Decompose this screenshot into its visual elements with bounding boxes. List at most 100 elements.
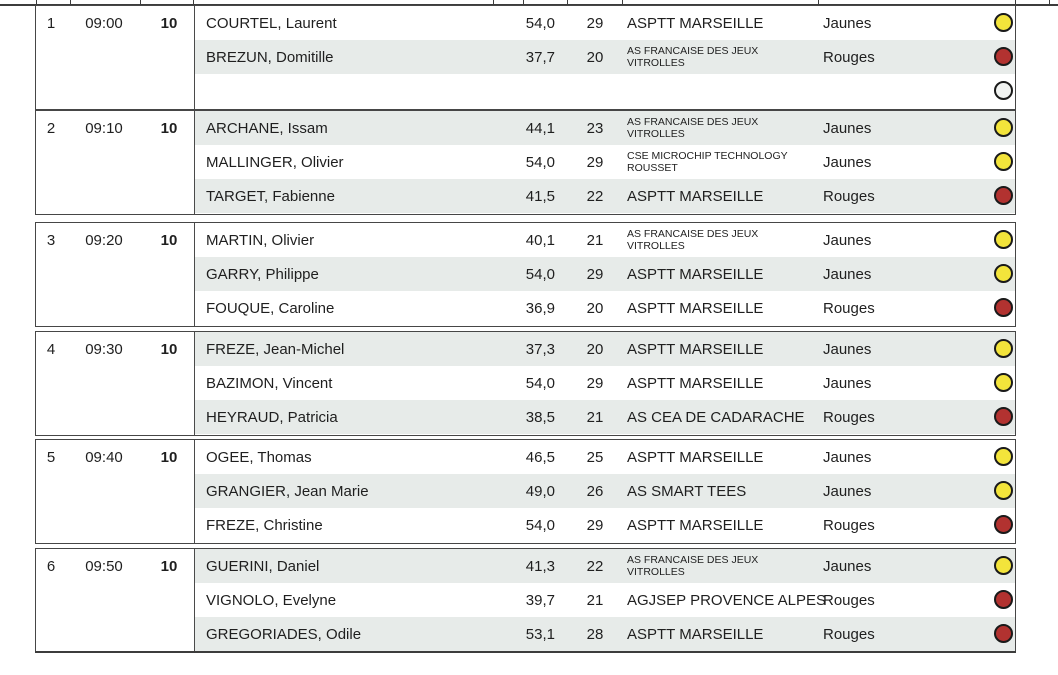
player-name: MARTIN, Olivier xyxy=(206,231,315,249)
player-name: HEYRAUD, Patricia xyxy=(206,408,338,426)
player-playing-hcp: 20 xyxy=(586,48,604,66)
player-club: ASPTT MARSEILLE xyxy=(627,265,764,283)
player-name: FOUQUE, Caroline xyxy=(206,299,335,317)
player-club: AS CEA DE CADARACHE xyxy=(627,408,805,426)
player-club: AS FRANCAISE DES JEUX VITROLLES xyxy=(627,228,759,252)
tee-ball-icon xyxy=(994,81,1013,100)
player-tee-color: Rouges xyxy=(823,625,875,643)
header-column-tick xyxy=(193,0,194,5)
player-row: OGEE, Thomas 46,5 25 ASPTT MARSEILLE Jau… xyxy=(195,440,1015,474)
group-number: 1 xyxy=(46,14,56,32)
tee-group-block: 3 09:20 10 MARTIN, Olivier 40,1 21 AS FR… xyxy=(35,222,1016,327)
player-playing-hcp: 25 xyxy=(586,448,604,466)
player-playing-hcp: 21 xyxy=(586,591,604,609)
player-index: 53,1 xyxy=(525,625,555,643)
group-number: 5 xyxy=(46,448,56,466)
player-index: 54,0 xyxy=(525,374,555,392)
player-club: ASPTT MARSEILLE xyxy=(627,187,764,205)
group-info-cell: 6 09:50 10 xyxy=(36,549,195,652)
group-number: 3 xyxy=(46,231,56,249)
player-playing-hcp: 29 xyxy=(586,516,604,534)
group-start-hole: 10 xyxy=(160,557,178,575)
player-tee-color: Rouges xyxy=(823,299,875,317)
player-row: HEYRAUD, Patricia 38,5 21 AS CEA DE CADA… xyxy=(195,400,1015,434)
group-info-cell: 4 09:30 10 xyxy=(36,332,195,435)
group-info-cell: 2 09:10 10 xyxy=(36,111,195,214)
group-number: 2 xyxy=(46,119,56,137)
player-name: OGEE, Thomas xyxy=(206,448,312,466)
header-column-tick xyxy=(1049,0,1050,5)
player-playing-hcp: 20 xyxy=(586,340,604,358)
player-name: COURTEL, Laurent xyxy=(206,14,337,32)
player-index: 41,3 xyxy=(525,557,555,575)
group-player-rows: MARTIN, Olivier 40,1 21 AS FRANCAISE DES… xyxy=(195,223,1015,326)
player-index: 41,5 xyxy=(525,187,555,205)
player-club: CSE MICROCHIP TECHNOLOGY ROUSSET xyxy=(627,150,788,174)
player-index: 54,0 xyxy=(525,516,555,534)
tee-ball-icon xyxy=(994,481,1013,500)
tee-group-block: 4 09:30 10 FREZE, Jean-Michel 37,3 20 AS… xyxy=(35,331,1016,436)
group-info-cell: 5 09:40 10 xyxy=(36,440,195,543)
tee-ball-icon xyxy=(994,152,1013,171)
player-name: VIGNOLO, Evelyne xyxy=(206,591,337,609)
header-column-tick xyxy=(140,0,141,5)
player-playing-hcp: 22 xyxy=(586,557,604,575)
header-column-tick xyxy=(70,0,71,5)
group-time: 09:00 xyxy=(85,14,123,32)
player-index xyxy=(483,74,555,108)
tee-ball-icon xyxy=(994,186,1013,205)
player-club: ASPTT MARSEILLE xyxy=(627,448,764,466)
group-start-hole: 10 xyxy=(160,119,178,137)
player-row xyxy=(195,74,1015,108)
header-column-tick xyxy=(493,0,494,5)
player-row: FREZE, Jean-Michel 37,3 20 ASPTT MARSEIL… xyxy=(195,332,1015,366)
player-tee-color: Jaunes xyxy=(823,119,872,137)
group-start-hole: 10 xyxy=(160,231,178,249)
player-tee-color: Jaunes xyxy=(823,265,872,283)
header-column-tick xyxy=(567,0,568,5)
player-club: ASPTT MARSEILLE xyxy=(627,14,764,32)
tee-group-block: 6 09:50 10 GUERINI, Daniel 41,3 22 AS FR… xyxy=(35,548,1016,653)
group-player-rows: ARCHANE, Issam 44,1 23 AS FRANCAISE DES … xyxy=(195,111,1015,214)
player-row: MALLINGER, Olivier 54,0 29 CSE MICROCHIP… xyxy=(195,145,1015,179)
player-index: 44,1 xyxy=(525,119,555,137)
player-playing-hcp: 20 xyxy=(586,299,604,317)
player-name: BREZUN, Domitille xyxy=(206,48,334,66)
player-tee-color: Rouges xyxy=(823,187,875,205)
player-index: 37,3 xyxy=(525,340,555,358)
header-column-tick xyxy=(1015,0,1016,5)
group-number: 4 xyxy=(46,340,56,358)
tee-ball-icon xyxy=(994,515,1013,534)
player-index: 54,0 xyxy=(525,265,555,283)
player-tee-color: Jaunes xyxy=(823,231,872,249)
tee-ball-icon xyxy=(994,13,1013,32)
player-playing-hcp: 23 xyxy=(586,119,604,137)
group-time: 09:20 xyxy=(85,231,123,249)
tee-ball-icon xyxy=(994,556,1013,575)
player-index: 38,5 xyxy=(525,408,555,426)
group-start-hole: 10 xyxy=(160,14,178,32)
player-name: BAZIMON, Vincent xyxy=(206,374,333,392)
player-index: 36,9 xyxy=(525,299,555,317)
player-club: AS FRANCAISE DES JEUX VITROLLES xyxy=(627,554,759,578)
tee-ball-icon xyxy=(994,624,1013,643)
player-name xyxy=(206,74,476,108)
player-tee-color: Rouges xyxy=(823,48,875,66)
player-row: FREZE, Christine 54,0 29 ASPTT MARSEILLE… xyxy=(195,508,1015,542)
player-index: 46,5 xyxy=(525,448,555,466)
group-start-hole: 10 xyxy=(160,448,178,466)
player-playing-hcp: 21 xyxy=(586,231,604,249)
player-tee-color xyxy=(823,74,953,108)
tee-group-block: 2 09:10 10 ARCHANE, Issam 44,1 23 AS FRA… xyxy=(35,110,1016,215)
player-index: 49,0 xyxy=(525,482,555,500)
player-index: 54,0 xyxy=(525,14,555,32)
player-tee-color: Jaunes xyxy=(823,557,872,575)
tee-ball-icon xyxy=(994,47,1013,66)
header-column-tick xyxy=(36,0,37,5)
player-tee-color: Jaunes xyxy=(823,14,872,32)
player-name: TARGET, Fabienne xyxy=(206,187,335,205)
player-row: TARGET, Fabienne 41,5 22 ASPTT MARSEILLE… xyxy=(195,179,1015,213)
table-bottom-border xyxy=(35,651,1016,653)
player-club: ASPTT MARSEILLE xyxy=(627,625,764,643)
group-player-rows: GUERINI, Daniel 41,3 22 AS FRANCAISE DES… xyxy=(195,549,1015,652)
